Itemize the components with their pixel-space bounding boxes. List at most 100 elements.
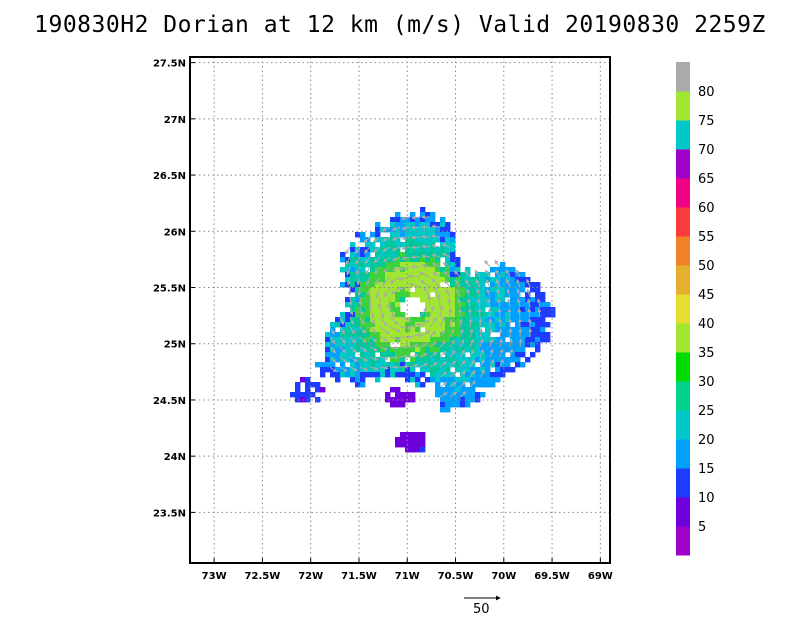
wind-vector (459, 339, 465, 348)
x-tick-label: 69W (588, 571, 613, 582)
field-cell (425, 257, 431, 263)
field-cell (460, 307, 466, 313)
field-cell (475, 317, 481, 323)
field-cell (455, 337, 461, 343)
wind-vector (369, 356, 379, 361)
colorbar-segment (676, 352, 690, 382)
wind-vector (399, 316, 412, 322)
field-cell (505, 282, 511, 288)
field-cell (475, 357, 481, 363)
wind-vector (356, 266, 361, 276)
field-cell (405, 337, 411, 343)
field-cell (510, 277, 516, 283)
field-cell (485, 292, 491, 298)
field-cell (500, 327, 506, 333)
field-cell (495, 357, 501, 363)
field-cell (375, 262, 381, 268)
field-cell (425, 222, 431, 228)
field-cell (415, 277, 421, 283)
field-cell (390, 332, 396, 338)
field-cell (460, 282, 466, 288)
field-cell (445, 252, 451, 258)
field-cell (380, 327, 386, 333)
field-cell (400, 437, 406, 443)
field-cell (480, 272, 486, 278)
field-cell (470, 367, 476, 373)
field-cell (455, 257, 461, 263)
field-cell (330, 372, 336, 378)
field-cell (485, 317, 491, 323)
field-cell (450, 242, 456, 248)
field-cell (395, 352, 401, 358)
field-cell (380, 322, 386, 328)
field-cell (525, 337, 531, 343)
wind-vector (363, 236, 371, 244)
wind-vector (349, 316, 355, 325)
field-cell (500, 302, 506, 308)
field-cell (430, 267, 436, 273)
field-cell (450, 267, 456, 273)
field-cell (410, 247, 416, 253)
field-cell (435, 347, 441, 353)
colorbar-segment (676, 207, 690, 237)
colorbar-label: 10 (698, 491, 715, 506)
field-cell (415, 247, 421, 253)
wind-vector (419, 353, 429, 358)
colorbar-label: 30 (698, 375, 715, 390)
field-cell (395, 307, 401, 313)
field-cell (425, 327, 431, 333)
field-cell (395, 267, 401, 273)
field-cell (440, 237, 446, 243)
field-cell (390, 217, 396, 223)
field-cell (380, 332, 386, 338)
field-cell (345, 337, 351, 343)
field-cell (425, 247, 431, 253)
field-cell (345, 332, 351, 338)
field-cell (410, 332, 416, 338)
field-cell (400, 357, 406, 363)
field-cell (350, 297, 356, 303)
field-cell (435, 392, 441, 398)
field-cell (360, 282, 366, 288)
wind-vector (379, 356, 389, 361)
field-cell (430, 297, 436, 303)
field-cell (480, 392, 486, 398)
field-cell (530, 327, 536, 333)
wind-vector (436, 295, 441, 308)
field-cell (340, 252, 346, 258)
field-cell (360, 292, 366, 298)
field-cell (495, 347, 501, 353)
field-cell (460, 292, 466, 298)
field-cell (340, 267, 346, 273)
field-cell (530, 312, 536, 318)
field-cell (340, 257, 346, 263)
colorbar-segment (676, 178, 690, 208)
field-cell (390, 362, 396, 368)
field-cell (335, 317, 341, 323)
field-cell (370, 277, 376, 283)
field-cell (475, 272, 481, 278)
field-cell (375, 222, 381, 228)
wind-vector (439, 371, 448, 378)
wind-vector (408, 274, 421, 279)
field-cell (400, 232, 406, 238)
field-cell (355, 232, 361, 238)
wind-vector (391, 226, 401, 231)
colorbar-segment (676, 323, 690, 353)
lat-lon-grid (190, 57, 610, 563)
field-cell (345, 372, 351, 378)
field-cell (530, 302, 536, 308)
field-cell (530, 322, 536, 328)
field-cell (385, 242, 391, 248)
field-cell (355, 257, 361, 263)
wind-vector (401, 216, 411, 221)
wind-vector (382, 226, 391, 232)
field-cell (510, 352, 516, 358)
field-cell (360, 317, 366, 323)
wind-vector (349, 346, 357, 353)
field-cell (415, 442, 421, 448)
field-cell (415, 292, 421, 298)
field-cell (370, 287, 376, 293)
field-cell (455, 367, 461, 373)
field-cell (450, 302, 456, 308)
